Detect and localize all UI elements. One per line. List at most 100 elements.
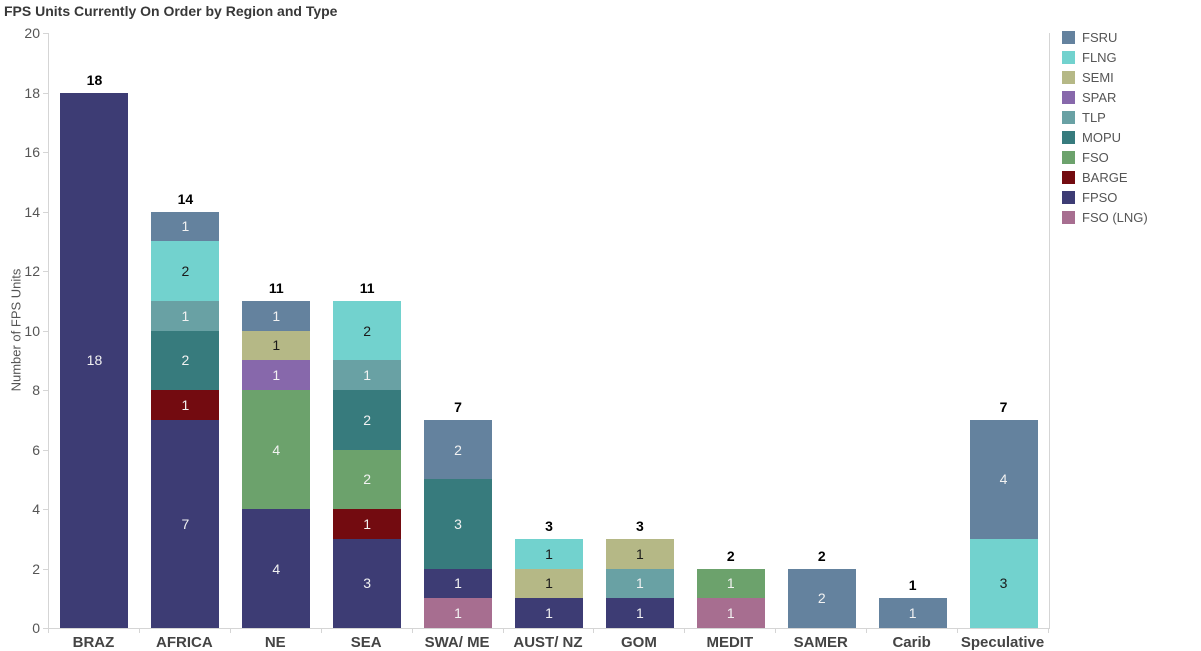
- y-tick-mark: [43, 330, 48, 332]
- legend-label: TLP: [1082, 109, 1106, 125]
- y-tick-label: 18: [24, 84, 40, 101]
- plot-area: 18 18 7 1 2 1 2 1 14 4 4 1 1 1 11 3 1 2 2 1 2 11 1 1 3 2 7 1 1 1 3 1 1 1 3…: [48, 33, 1050, 629]
- legend-label: FSO: [1082, 149, 1109, 165]
- legend-item-tlp[interactable]: TLP: [1062, 107, 1148, 127]
- y-tick-label: 4: [32, 501, 40, 517]
- bar-column-ne: 4 4 1 1 1 11: [231, 33, 322, 628]
- bar-segment[interactable]: 2: [424, 419, 493, 480]
- legend-item-spar[interactable]: SPAR: [1062, 87, 1148, 107]
- bar-segment[interactable]: 1: [333, 360, 402, 390]
- chart-title: FPS Units Currently On Order by Region a…: [4, 3, 338, 19]
- legend-swatch: [1062, 50, 1075, 64]
- x-axis-label: SEA: [350, 634, 382, 651]
- bar-segment[interactable]: 1: [605, 598, 674, 628]
- legend-label: SPAR: [1082, 89, 1117, 105]
- bar-total-label: 3: [636, 517, 644, 534]
- bar-segment[interactable]: 4: [242, 390, 311, 509]
- bar-segment[interactable]: 2: [151, 330, 220, 390]
- bar-segment[interactable]: 1: [878, 598, 947, 628]
- legend-item-mopu[interactable]: MOPU: [1062, 127, 1148, 147]
- bar-segment[interactable]: 1: [514, 568, 583, 599]
- bar-total-label: 3: [545, 517, 553, 534]
- x-axis-label: BRAZ: [72, 634, 115, 651]
- legend-item-fsru[interactable]: FSRU: [1062, 27, 1148, 47]
- bar-segment[interactable]: 2: [333, 300, 402, 361]
- bar-segment[interactable]: 1: [605, 538, 674, 569]
- y-tick-mark: [43, 92, 48, 94]
- bar-segment[interactable]: 1: [605, 568, 674, 599]
- bar-segment[interactable]: 1: [151, 211, 220, 242]
- legend-label: FSRU: [1082, 29, 1118, 45]
- legend-label: MOPU: [1082, 129, 1121, 145]
- x-tick-mark: [866, 628, 868, 633]
- legend-swatch: [1062, 30, 1075, 44]
- legend-swatch: [1062, 70, 1075, 84]
- bar-segment[interactable]: 2: [151, 241, 220, 301]
- x-tick-mark: [138, 628, 140, 633]
- y-tick-label: 6: [32, 441, 40, 458]
- legend-item-fso[interactable]: FSO: [1062, 147, 1148, 167]
- x-axis-label: SAMER: [793, 634, 848, 651]
- bar-segment[interactable]: 4: [242, 509, 311, 628]
- bar-total-label: 11: [268, 279, 284, 296]
- bar-segment[interactable]: 1: [424, 568, 493, 599]
- bar-segment[interactable]: 4: [969, 419, 1038, 539]
- legend: FSRU FLNG SEMI SPAR TLP MOPU FSO BARGE FPSO FSO (…: [1062, 27, 1148, 227]
- legend-swatch: [1062, 130, 1075, 144]
- x-tick-mark: [411, 628, 413, 633]
- bar-total-label: 7: [454, 398, 462, 415]
- bar-segment[interactable]: 7: [151, 419, 220, 628]
- x-tick-mark: [957, 628, 959, 633]
- x-axis-label: Speculative: [960, 634, 1045, 651]
- bar-segment[interactable]: 1: [333, 509, 402, 539]
- bar-segment[interactable]: 2: [333, 390, 402, 450]
- legend-item-barge[interactable]: BARGE: [1062, 167, 1148, 187]
- y-tick-mark: [43, 568, 48, 570]
- bar-segment[interactable]: 1: [151, 300, 220, 331]
- y-tick-label: 12: [24, 263, 40, 279]
- y-tick-label: 0: [32, 620, 40, 636]
- bar-segment[interactable]: 1: [696, 568, 765, 599]
- x-axis-label: GOM: [620, 634, 657, 651]
- y-tick-mark: [43, 449, 48, 451]
- bar-segment[interactable]: 18: [60, 92, 129, 628]
- bar-segment[interactable]: 1: [514, 598, 583, 628]
- bar-segment[interactable]: 3: [333, 538, 402, 628]
- x-axis-label: NE: [264, 634, 286, 651]
- x-axis-label: Carib: [892, 634, 931, 651]
- bar-segment[interactable]: 1: [151, 390, 220, 420]
- bar-segment[interactable]: 1: [514, 538, 583, 569]
- legend-swatch: [1062, 210, 1075, 224]
- legend-label: FPSO: [1082, 189, 1118, 205]
- y-tick-label: 16: [24, 144, 40, 160]
- bar-segment[interactable]: 2: [333, 449, 402, 509]
- bar-total-label: 14: [177, 190, 194, 207]
- bar-segment[interactable]: 1: [242, 360, 311, 390]
- bar-segment[interactable]: 1: [424, 598, 493, 628]
- bar-segment[interactable]: 2: [787, 568, 856, 628]
- x-axis-label: AFRICA: [156, 634, 213, 651]
- x-tick-mark: [229, 628, 231, 633]
- x-tick-mark: [502, 628, 504, 633]
- bar-segment[interactable]: 3: [969, 538, 1038, 628]
- y-tick-mark: [43, 509, 48, 510]
- bar-segment[interactable]: 1: [696, 598, 765, 628]
- legend-item-flng[interactable]: FLNG: [1062, 47, 1148, 67]
- legend-item-semi[interactable]: SEMI: [1062, 67, 1148, 87]
- bar-segment[interactable]: 1: [242, 300, 311, 331]
- y-tick-label: 2: [32, 560, 40, 577]
- bar-segment[interactable]: 3: [424, 479, 493, 569]
- x-axis-label: AUST/ NZ: [513, 634, 583, 651]
- y-tick-mark: [43, 271, 48, 272]
- x-axis-label: MEDIT: [706, 634, 754, 651]
- bar-segment[interactable]: 1: [242, 330, 311, 361]
- legend-item-fso-lng-[interactable]: FSO (LNG): [1062, 207, 1148, 227]
- y-tick-label: 8: [32, 382, 40, 398]
- legend-item-fpso[interactable]: FPSO: [1062, 187, 1148, 207]
